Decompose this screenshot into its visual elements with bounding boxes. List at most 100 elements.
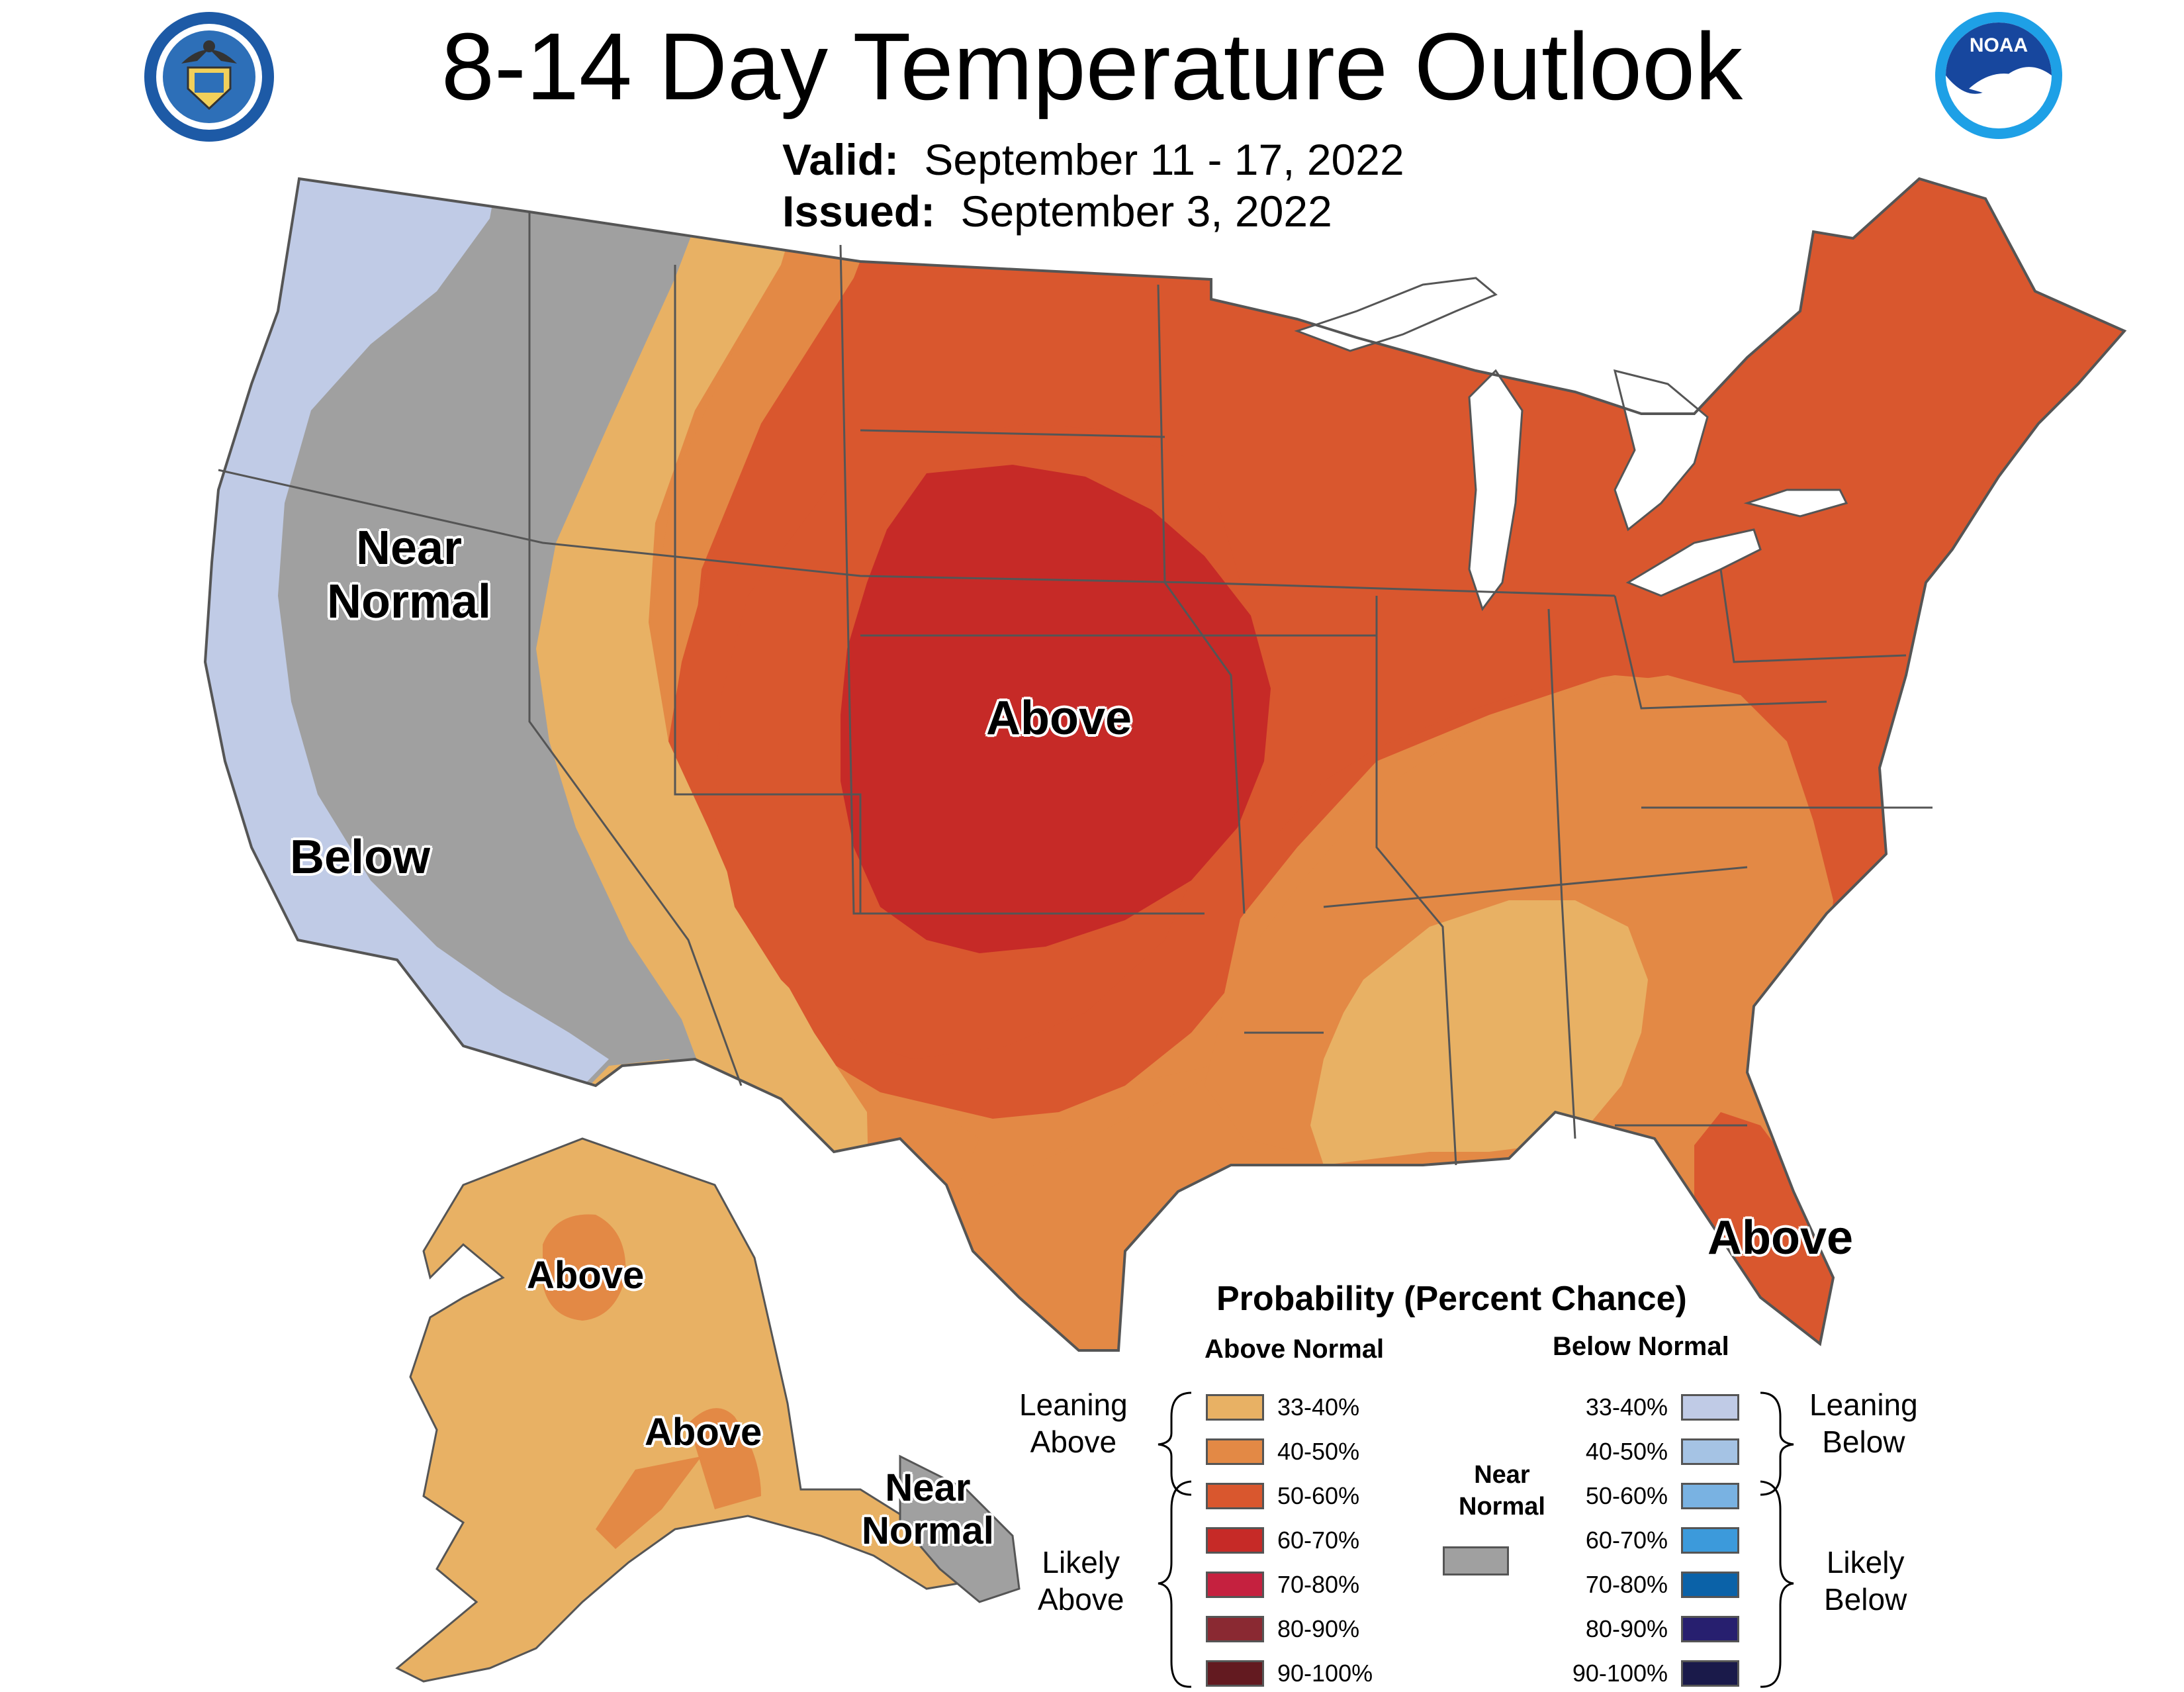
legend-swatch: [1206, 1527, 1264, 1554]
legend-above-range: 90-100%: [1277, 1660, 1373, 1687]
legend-above-range: 50-60%: [1277, 1482, 1360, 1509]
legend-near-normal-line1: Near: [1474, 1461, 1530, 1489]
legend-swatch: [1206, 1483, 1264, 1509]
region-below-33-40: [205, 179, 609, 1350]
label-near-normal-alaska: Near Normal: [862, 1466, 994, 1553]
legend-above-row: 90-100%: [1206, 1655, 1373, 1692]
legend-below-range: 70-80%: [1585, 1571, 1668, 1598]
noaa-logo-text: NOAA: [1970, 34, 2028, 56]
label-near-normal-west-line1: Near: [355, 522, 463, 575]
conus-outline: [203, 177, 2127, 1352]
legend-below-range: 40-50%: [1585, 1438, 1668, 1465]
map-title: 8-14 Day Temperature Outlook: [441, 13, 1743, 120]
label-below-west: Below: [290, 831, 431, 884]
label-near-normal-alaska-line2: Normal: [862, 1509, 994, 1552]
legend-below-header: Below Normal: [1553, 1332, 1729, 1361]
department-of-commerce-seal-icon: [144, 12, 274, 142]
legend-swatch: [1681, 1527, 1739, 1554]
legend-swatch: [1206, 1438, 1264, 1465]
legend-below-row: 50-60%: [1558, 1478, 1739, 1515]
legend-below-row: 90-100%: [1558, 1655, 1739, 1692]
alaska-above-40-50-south: [688, 1408, 761, 1509]
valid-label: Valid:: [782, 135, 899, 184]
legend-swatch: [1681, 1572, 1739, 1598]
legend-leaning-above-line2: Above: [1030, 1425, 1117, 1460]
legend-likely-below-line2: Below: [1824, 1582, 1907, 1617]
legend-below-range: 80-90%: [1585, 1615, 1668, 1642]
lake-erie: [1625, 528, 1762, 597]
legend-likely-above-line2: Above: [1038, 1582, 1124, 1617]
legend-below-row: 40-50%: [1558, 1433, 1739, 1470]
legend-below-row: 70-80%: [1558, 1566, 1739, 1603]
legend-swatch-near-normal: [1443, 1546, 1509, 1575]
great-lakes: [1294, 277, 1848, 612]
legend-below-row: 80-90%: [1558, 1611, 1739, 1648]
lake-michigan: [1468, 369, 1524, 612]
noaa-logo-icon: NOAA: [1935, 12, 2062, 139]
state-borders: [218, 212, 1933, 1166]
issued-date: Issued: September 3, 2022: [782, 189, 1332, 233]
legend-above-row: 70-80%: [1206, 1566, 1359, 1603]
legend-swatch: [1206, 1660, 1264, 1687]
label-above-central: Above: [986, 692, 1132, 745]
legend-above-row: 40-50%: [1206, 1433, 1359, 1470]
legend-below-row: 60-70%: [1558, 1522, 1739, 1559]
region-above-50-60-florida: [1694, 1112, 1853, 1350]
legend-swatch: [1681, 1438, 1739, 1465]
legend-above-row: 60-70%: [1206, 1522, 1359, 1559]
legend-leaning-below-line1: Leaning: [1809, 1387, 1918, 1422]
legend-near-normal-line2: Normal: [1459, 1492, 1545, 1521]
legend-below-range: 60-70%: [1585, 1527, 1668, 1554]
label-above-alaska-south: Above: [645, 1411, 762, 1454]
legend-swatch: [1206, 1616, 1264, 1642]
legend-likely-below: Likely Below: [1824, 1544, 1907, 1618]
legend-above-range: 80-90%: [1277, 1615, 1360, 1642]
legend-swatch: [1681, 1483, 1739, 1509]
alaska-panhandle-near-normal: [899, 1454, 1021, 1603]
legend-likely-above: Likely Above: [1038, 1544, 1124, 1618]
label-near-normal-west-line2: Normal: [327, 575, 492, 628]
label-near-normal-alaska-line1: Near: [885, 1466, 971, 1509]
legend-above-range: 60-70%: [1277, 1527, 1360, 1554]
lake-huron: [1613, 369, 1709, 532]
legend-swatch: [1681, 1660, 1739, 1687]
legend-swatch: [1206, 1572, 1264, 1598]
legend-leaning-below-line2: Below: [1822, 1425, 1905, 1460]
legend-likely-above-line1: Likely: [1042, 1545, 1120, 1579]
legend-leaning-above-line1: Leaning: [1019, 1387, 1128, 1422]
legend-above-range: 70-80%: [1277, 1571, 1360, 1598]
legend-above-range: 40-50%: [1277, 1438, 1360, 1465]
legend-near-normal: Near Normal: [1459, 1460, 1545, 1523]
legend-above-row: 50-60%: [1206, 1478, 1359, 1515]
legend-above-range: 33-40%: [1277, 1393, 1360, 1421]
issued-label: Issued:: [782, 187, 936, 236]
legend-swatch: [1206, 1394, 1264, 1421]
legend-below-row: 33-40%: [1558, 1389, 1739, 1426]
region-above-33-40-southeast: [1310, 900, 1648, 1165]
lake-superior: [1294, 277, 1498, 352]
label-above-alaska-north: Above: [527, 1254, 645, 1297]
region-above-50-60-east: [662, 179, 2124, 1350]
legend-swatch: [1681, 1394, 1739, 1421]
legend-above-header: Above Normal: [1205, 1335, 1385, 1364]
alaska-outline: [395, 1137, 1009, 1683]
legend-title: Probability (Percent Chance): [1216, 1280, 1687, 1318]
alaska-above-40-50-north: [543, 1214, 626, 1321]
region-above-60-70: [841, 465, 1271, 953]
issued-value: September 3, 2022: [960, 187, 1332, 236]
label-near-normal-west: Near Normal: [327, 522, 491, 628]
legend-above-row: 80-90%: [1206, 1611, 1359, 1648]
legend-swatch: [1681, 1616, 1739, 1642]
legend-below-range: 50-60%: [1585, 1482, 1668, 1509]
legend-above-row: 33-40%: [1206, 1389, 1359, 1426]
legend-likely-below-line1: Likely: [1826, 1545, 1905, 1579]
legend-below-range: 33-40%: [1585, 1393, 1668, 1421]
valid-value: September 11 - 17, 2022: [924, 135, 1404, 184]
label-above-florida: Above: [1707, 1211, 1854, 1264]
legend-below-range: 90-100%: [1572, 1660, 1668, 1687]
valid-date: Valid: September 11 - 17, 2022: [782, 138, 1404, 181]
lake-ontario: [1743, 489, 1848, 518]
legend-leaning-above: Leaning Above: [1019, 1386, 1128, 1460]
